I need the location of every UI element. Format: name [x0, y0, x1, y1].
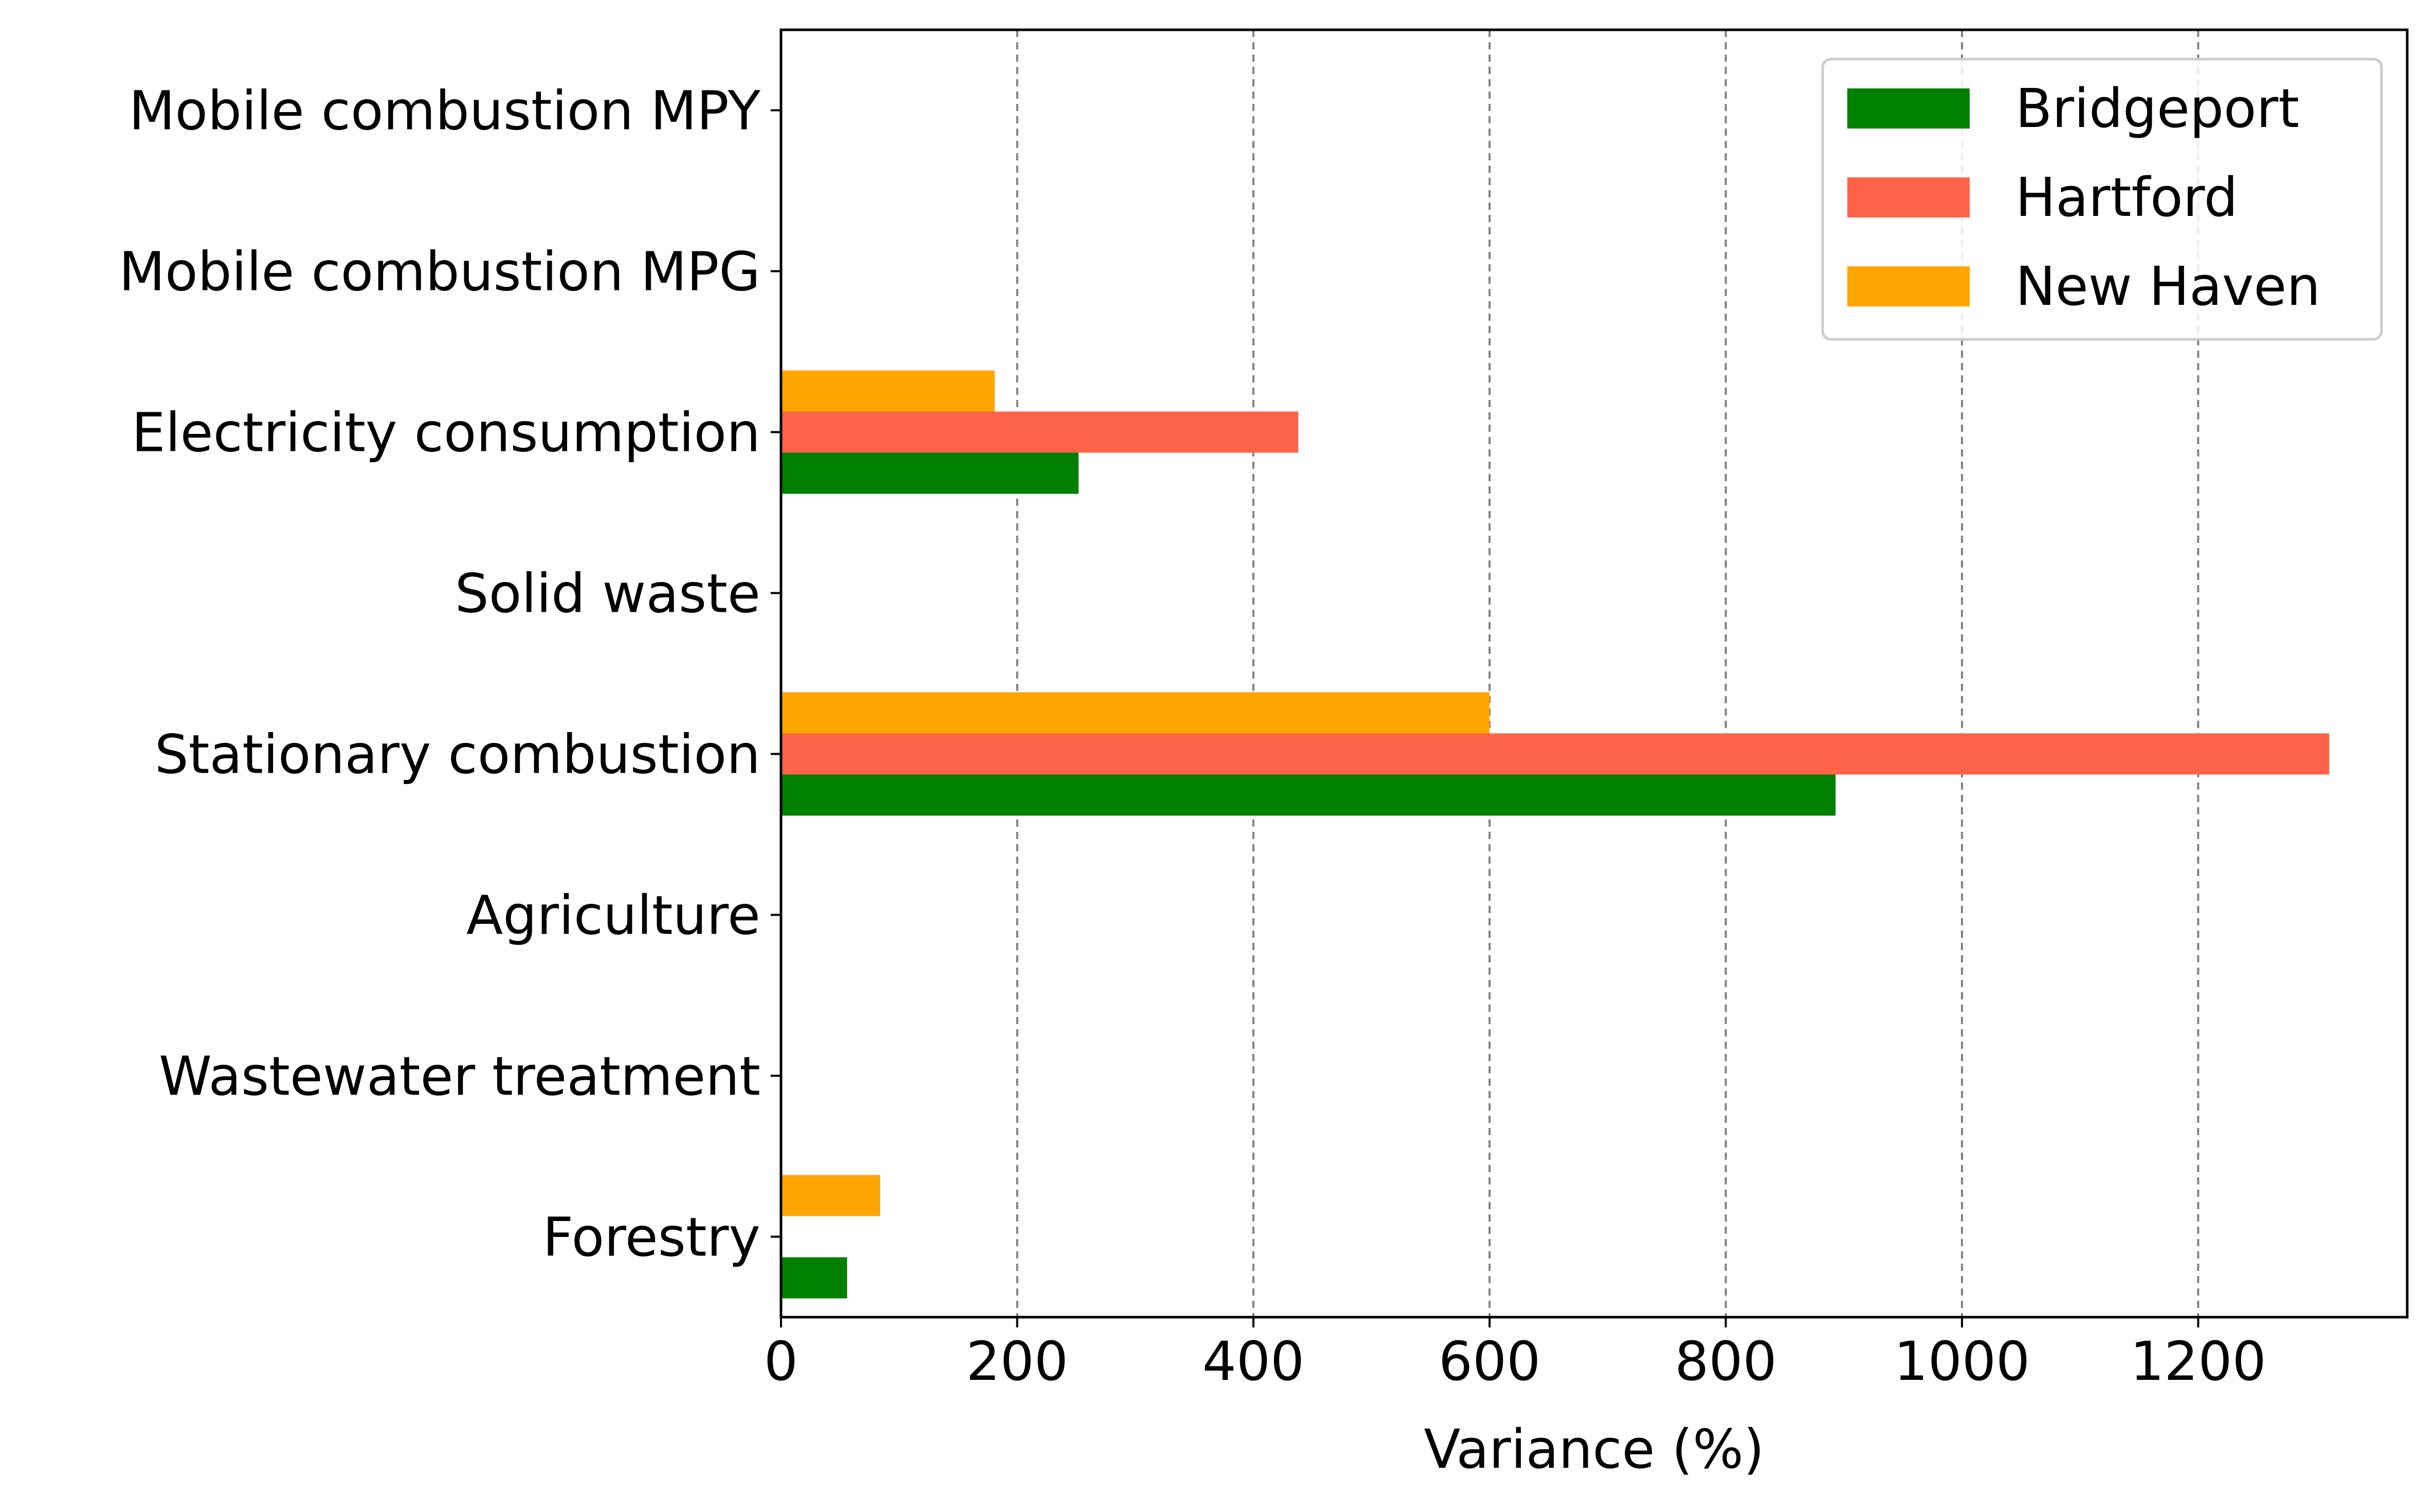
bar-hartford-electricity-consumption	[781, 411, 1299, 453]
y-tick-label-solid-waste: Solid waste	[455, 562, 760, 625]
bar-new-haven-stationary-combustion	[781, 692, 1490, 734]
legend-label-new-haven: New Haven	[2015, 255, 2320, 318]
legend-swatch-new-haven	[1847, 266, 1970, 306]
x-tick-label-0: 0	[764, 1330, 798, 1393]
plot-frame	[779, 28, 2409, 1319]
x-tick-label-1200: 1200	[2130, 1330, 2266, 1393]
y-tick-label-wastewater-treatment: Wastewater treatment	[159, 1045, 760, 1108]
x-tick-label-200: 200	[966, 1330, 1068, 1393]
axes: 0 200 400 600 800 1000 1200 Variance (%) Mobile …	[119, 28, 2409, 1481]
y-tick-label-stationary-combustion: Stationary combustion	[155, 723, 760, 786]
x-tick-label-400: 400	[1203, 1330, 1305, 1393]
y-tick-label-forestry: Forestry	[543, 1206, 760, 1269]
bars	[781, 370, 2330, 1299]
y-tick-label-mobile-combustion-mpg: Mobile combustion MPG	[119, 241, 760, 303]
legend-swatch-hartford	[1847, 177, 1970, 217]
x-tick-label-600: 600	[1439, 1330, 1541, 1393]
y-tick-label-electricity-consumption: Electricity consumption	[132, 402, 760, 464]
y-tick-label-mobile-combustion-mpy: Mobile combustion MPY	[129, 80, 761, 142]
bar-bridgeport-forestry	[781, 1257, 847, 1299]
legend-label-hartford: Hartford	[2015, 166, 2238, 229]
x-tick-label-800: 800	[1675, 1330, 1777, 1393]
bar-new-haven-electricity-consumption	[781, 370, 995, 412]
y-tick-label-agriculture: Agriculture	[466, 884, 760, 947]
x-tick-label-1000: 1000	[1894, 1330, 2030, 1393]
bar-new-haven-forestry	[781, 1175, 880, 1216]
bar-bridgeport-electricity-consumption	[781, 452, 1079, 494]
bar-bridgeport-stationary-combustion	[781, 774, 1836, 816]
legend-label-bridgeport: Bridgeport	[2015, 77, 2299, 140]
bar-hartford-stationary-combustion	[781, 733, 2330, 775]
x-axis-label: Variance (%)	[1424, 1418, 1764, 1481]
legend-swatch-bridgeport	[1847, 88, 1970, 129]
legend: Bridgeport Hartford New Haven	[1821, 58, 2383, 341]
